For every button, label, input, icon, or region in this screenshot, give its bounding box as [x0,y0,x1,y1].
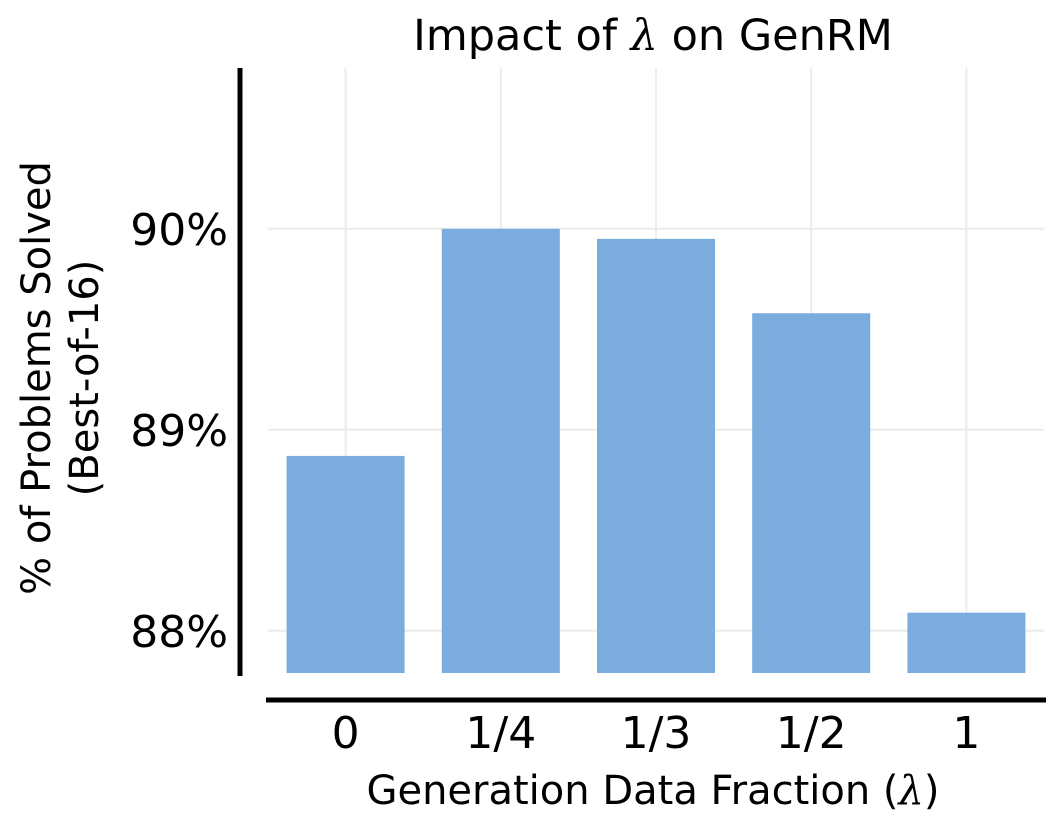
x-tick-label: 1 [952,708,980,759]
x-tick-label: 1/2 [776,708,847,759]
tick-labels: 88% 89% 90% 0 1/4 1/3 1/2 1 [130,205,980,759]
bar-1 [907,612,1026,673]
y-axis-label: % of Problems Solved (Best-of-16) [14,161,108,595]
x-axis-label-after: ) [924,768,940,814]
chart-title-after: on GenRM [658,11,893,61]
axes [237,68,1046,703]
y-axis-label-line-2: (Best-of-16) [62,260,108,497]
x-tick-label: 1/4 [465,708,536,759]
chart-title-symbol: λ [629,11,658,61]
y-tick-label: 90% [130,205,228,256]
bar-0 [286,455,405,673]
chart-title: Impact of λ on GenRM [413,11,893,61]
y-tick-label: 89% [130,406,228,457]
y-axis-label-line-1: % of Problems Solved [14,161,60,595]
bar-1-3 [597,238,715,674]
bar-1-4 [441,228,560,673]
x-axis-label-before: Generation Data Fraction ( [366,768,898,814]
x-tick-label: 1/3 [621,708,692,759]
chart-title-before: Impact of [413,11,631,61]
x-axis-label: Generation Data Fraction (λ) [366,768,939,814]
bars [286,228,1026,674]
x-axis-label-symbol: λ [897,768,924,814]
x-tick-label: 0 [332,708,360,759]
y-tick-label: 88% [130,607,228,658]
bar-1-2 [752,313,871,673]
